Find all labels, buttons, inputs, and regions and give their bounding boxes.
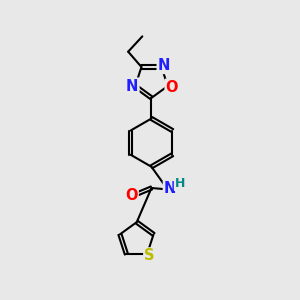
Text: H: H: [175, 177, 185, 190]
Text: O: O: [166, 80, 178, 95]
Text: S: S: [144, 248, 155, 263]
Text: N: N: [164, 182, 176, 196]
Text: N: N: [126, 79, 139, 94]
Text: O: O: [125, 188, 138, 203]
Text: N: N: [158, 58, 170, 73]
